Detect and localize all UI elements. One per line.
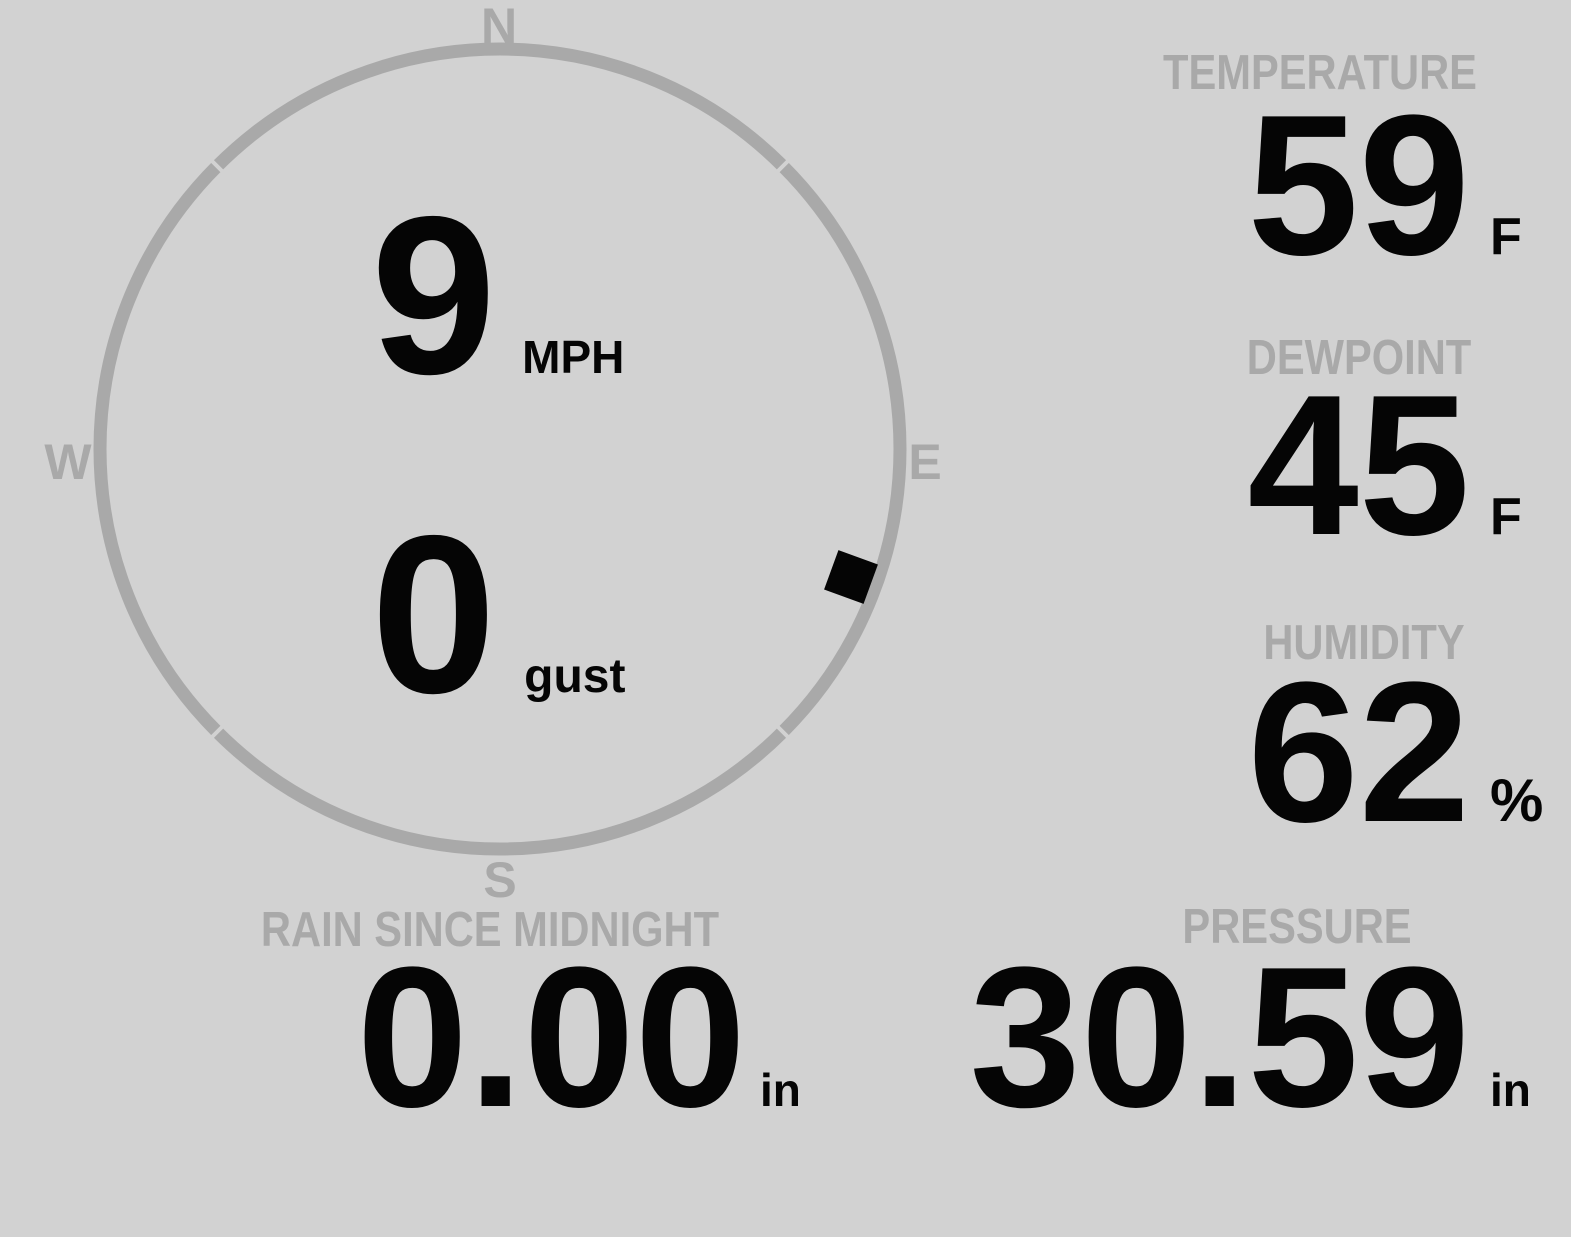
wind-gust-readout: 0 gust [371,502,625,727]
pressure-unit: in [1490,1064,1531,1116]
humidity-label: HUMIDITY [1263,616,1465,670]
rain-since-midnight-value: 0.00 [356,926,746,1149]
dewpoint-value: 45 [1247,354,1470,577]
dewpoint-readout: 45 F [1248,366,1552,566]
cardinal-east-label: E [908,434,942,490]
compass-ring [93,42,907,856]
rain-since-midnight-label: RAIN SINCE MIDNIGHT [260,903,720,957]
humidity-readout: 62 % [1248,653,1552,853]
rain-since-midnight-unit: in [760,1064,801,1116]
dewpoint-unit: F [1490,488,1522,546]
dewpoint-label: DEWPOINT [1246,331,1472,385]
compass-notch-ne [765,147,802,184]
wind-gust-value: 0 [371,488,497,740]
wind-gust-unit: gust [524,650,626,703]
temperature-value: 59 [1247,74,1470,297]
cardinal-west-label: W [44,434,92,490]
cardinal-north-label: N [480,0,518,54]
cardinal-south-label: S [483,852,517,908]
humidity-value: 62 [1247,641,1470,864]
temperature-unit: F [1490,208,1522,266]
temperature-label: TEMPERATURE [1163,46,1477,100]
rain-since-midnight-readout: 0.00 in [356,926,801,1149]
pressure-label: PRESSURE [1182,900,1412,954]
compass-notch-se [765,714,802,751]
compass-ring-circle [93,42,907,856]
compass-notch-nw [198,147,235,184]
wind-speed-readout: 9 MPH [371,183,624,408]
wind-speed-value: 9 [371,169,497,421]
humidity-unit: % [1490,767,1544,834]
temperature-readout: 59 F [1248,86,1552,286]
wind-speed-unit: MPH [522,331,625,383]
compass-notch-sw [198,714,235,751]
pressure-readout: 30.59 in [970,938,1553,1138]
pressure-value: 30.59 [969,926,1471,1149]
